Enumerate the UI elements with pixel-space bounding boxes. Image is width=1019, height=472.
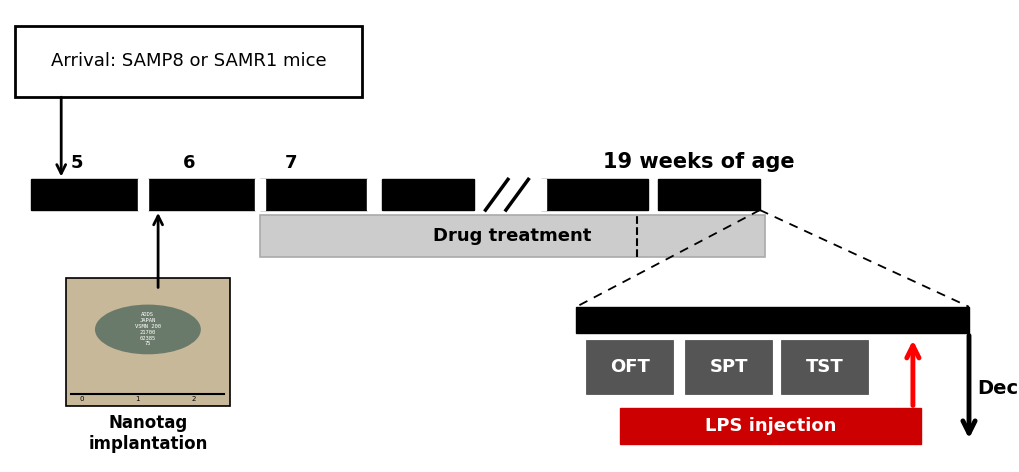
- Text: SPT: SPT: [709, 358, 747, 376]
- Circle shape: [96, 305, 200, 354]
- Bar: [657, 179, 759, 210]
- Bar: [586, 340, 673, 394]
- Text: 7: 7: [284, 154, 297, 172]
- Text: Nanotag
implantation: Nanotag implantation: [88, 414, 208, 453]
- Bar: [255, 179, 265, 210]
- Text: TST: TST: [805, 358, 843, 376]
- Text: 2: 2: [192, 396, 196, 403]
- Bar: [31, 179, 138, 210]
- Bar: [66, 278, 229, 406]
- Text: Arrival: SAMP8 or SAMR1 mice: Arrival: SAMP8 or SAMR1 mice: [51, 52, 326, 70]
- Bar: [138, 179, 148, 210]
- Bar: [477, 179, 538, 210]
- FancyBboxPatch shape: [15, 26, 362, 97]
- Text: Decap: Decap: [976, 379, 1019, 398]
- Bar: [781, 340, 867, 394]
- Text: Drug treatment: Drug treatment: [433, 227, 591, 245]
- Bar: [148, 179, 255, 210]
- Text: OFT: OFT: [609, 358, 649, 376]
- Bar: [260, 215, 764, 257]
- Bar: [382, 179, 474, 210]
- Bar: [367, 179, 377, 210]
- Bar: [685, 340, 771, 394]
- Text: 0: 0: [79, 396, 84, 403]
- Text: LPS injection: LPS injection: [704, 417, 836, 435]
- Bar: [620, 408, 920, 444]
- Bar: [540, 179, 647, 210]
- Text: 1: 1: [136, 396, 140, 403]
- Text: 6: 6: [182, 154, 195, 172]
- Text: 5: 5: [70, 154, 83, 172]
- Text: ADDS
JAPAN
VSMN 200
21700
02385
75: ADDS JAPAN VSMN 200 21700 02385 75: [135, 312, 161, 346]
- Text: 19 weeks of age: 19 weeks of age: [602, 152, 794, 172]
- Bar: [260, 179, 367, 210]
- Bar: [576, 307, 968, 333]
- Bar: [535, 179, 545, 210]
